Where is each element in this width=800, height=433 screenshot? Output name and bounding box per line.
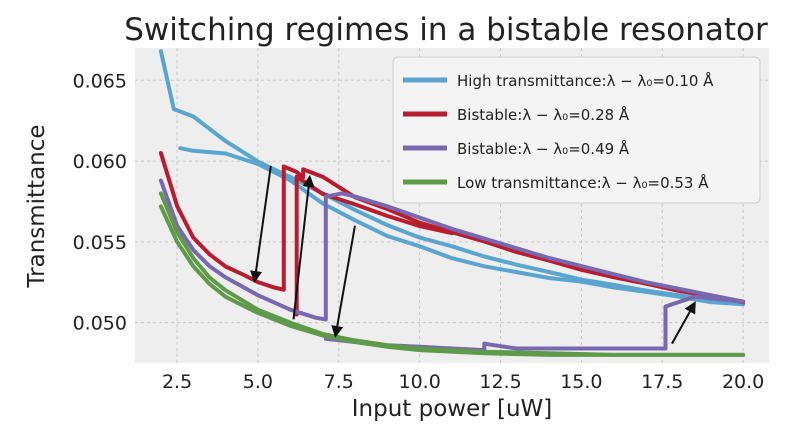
x-axis-ticks: 2.5 5.0 7.5 10.0 12.5 15.0 17.5 20.0 <box>162 371 764 393</box>
annotation-arrow <box>250 165 272 283</box>
annotation-arrow <box>292 174 315 320</box>
annotation-arrow <box>331 225 356 338</box>
x-axis-label: Input power [uW] <box>352 396 553 422</box>
annotation-arrow <box>671 301 696 345</box>
x-tick-label: 12.5 <box>479 371 521 393</box>
x-tick-label: 5.0 <box>243 371 273 393</box>
y-axis-ticks: 0.050 0.055 0.060 0.065 <box>73 70 127 334</box>
series-line-4 <box>158 204 746 357</box>
x-tick-label: 10.0 <box>398 371 440 393</box>
chart-title: Switching regimes in a bistable resonato… <box>124 12 768 48</box>
legend-entry: High transmittance:λ − λ₀=0.10 Å <box>457 71 714 90</box>
x-tick-label: 17.5 <box>641 371 683 393</box>
legend-entry: Bistable:λ − λ₀=0.28 Å <box>457 105 630 124</box>
series-line-2 <box>158 151 746 305</box>
series-line-2 <box>294 174 454 317</box>
y-axis-label: Transmittance <box>24 124 50 288</box>
legend-entry: Bistable:λ − λ₀=0.49 Å <box>457 139 630 158</box>
y-tick-label: 0.065 <box>73 70 127 92</box>
y-tick-label: 0.050 <box>73 313 127 335</box>
legend: High transmittance:λ − λ₀=0.10 Å Bistable… <box>392 56 761 204</box>
legend-entry: Low transmittance:λ − λ₀=0.53 Å <box>457 173 709 192</box>
x-tick-label: 2.5 <box>162 371 192 393</box>
series-line-1 <box>178 146 746 307</box>
y-tick-label: 0.060 <box>73 151 127 173</box>
series-line-3 <box>158 178 746 322</box>
x-tick-label: 7.5 <box>324 371 354 393</box>
annotation-layer <box>250 165 696 345</box>
y-tick-label: 0.055 <box>73 232 127 254</box>
x-tick-label: 20.0 <box>722 371 764 393</box>
legend-box <box>392 56 761 204</box>
x-tick-label: 15.0 <box>560 371 602 393</box>
